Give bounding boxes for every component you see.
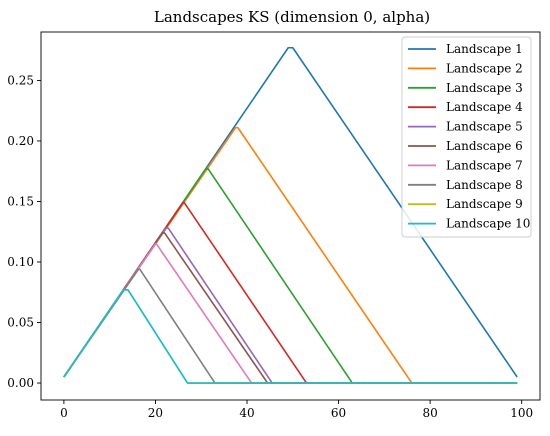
legend-label-9: Landscape 9 xyxy=(446,197,523,211)
legend-label-7: Landscape 7 xyxy=(446,158,523,172)
y-tick-label: 0.20 xyxy=(7,134,34,148)
x-tick-label: 20 xyxy=(148,406,163,420)
axes-frame xyxy=(40,31,541,401)
x-tick-label: 80 xyxy=(422,406,437,420)
legend-label-4: Landscape 4 xyxy=(446,100,523,114)
series-line-9 xyxy=(63,289,518,384)
plot-area: 0 20 40 60 80 100 0.00 0.05 0.10 0.15 0.20 0.25 xyxy=(7,31,541,420)
legend-label-10: Landscape 10 xyxy=(446,217,530,231)
x-tick-label: 40 xyxy=(239,406,254,420)
legend-label-1: Landscape 1 xyxy=(446,42,523,56)
legend-label-8: Landscape 8 xyxy=(446,178,523,192)
series-line-7 xyxy=(63,243,518,384)
y-tick-label: 0.10 xyxy=(7,255,34,269)
y-tick-label: 0.25 xyxy=(7,73,34,87)
chart-title: Landscapes KS (dimension 0, alpha) xyxy=(154,8,430,26)
legend: Landscape 1 Landscape 2 Landscape 3 Landsca… xyxy=(401,36,532,238)
y-tick-label: 0.00 xyxy=(7,376,34,390)
legend-label-6: Landscape 6 xyxy=(446,139,523,153)
legend-label-3: Landscape 3 xyxy=(446,81,523,95)
series-line-10 xyxy=(63,289,518,384)
legend-label-5: Landscape 5 xyxy=(446,120,523,134)
x-tick-label: 100 xyxy=(510,406,533,420)
y-tick-label: 0.05 xyxy=(7,316,34,330)
series-line-8 xyxy=(63,268,518,384)
x-tick-label: 0 xyxy=(60,406,68,420)
y-tick-label: 0.15 xyxy=(7,194,34,208)
legend-label-2: Landscape 2 xyxy=(446,61,523,75)
x-tick-label: 60 xyxy=(331,406,346,420)
